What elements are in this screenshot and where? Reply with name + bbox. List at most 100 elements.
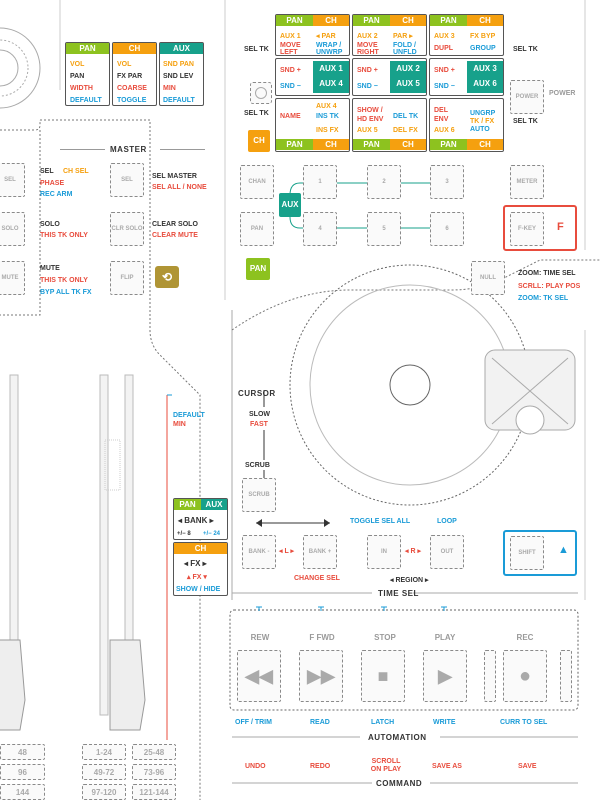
ffwd-label: F FWD: [309, 633, 335, 642]
bank-minus-button[interactable]: BANK -: [242, 535, 276, 569]
write-label: WRITE: [433, 719, 456, 726]
bank-49-72[interactable]: 49-72: [82, 764, 126, 780]
legend-aux: AUX SND PAN SND LEV MIN DEFAULT: [159, 42, 204, 106]
bank-121-144[interactable]: 121-144: [132, 784, 176, 800]
sel-label: SEL: [40, 168, 54, 175]
rec-arm-label: REC ARM: [40, 191, 73, 198]
transport-slot-left: [484, 650, 496, 702]
time-sel-title: TIME SEL: [378, 589, 419, 598]
legend-pan-default: DEFAULT: [70, 97, 102, 104]
shift-button[interactable]: SHIFT: [510, 536, 544, 570]
out-button[interactable]: OUT: [430, 535, 464, 569]
scroll-play-pos-label: SCRLL: PLAY POS: [518, 283, 581, 290]
fast-forward-icon: ▶▶: [307, 665, 335, 686]
sel-all-none-label: SEL ALL / NONE: [152, 184, 207, 191]
save-as-label: SAVE AS: [432, 763, 462, 770]
legend-ch-header: CH: [113, 43, 156, 54]
grid-cell-2-3: SND + SND − AUX 3 AUX 6: [429, 58, 504, 96]
legend-ch-toggle: TOGGLE: [117, 97, 147, 104]
bank-25-48[interactable]: 25-48: [132, 744, 176, 760]
channel-button-6[interactable]: 6: [430, 212, 464, 246]
ch-button-tag: CH: [248, 130, 270, 152]
clr-solo-button[interactable]: CLR SOLO: [110, 212, 144, 246]
sel-button[interactable]: SEL: [110, 163, 144, 197]
fkey-button[interactable]: F-KEY: [510, 212, 544, 246]
legend-ch-coarse: COARSE: [117, 85, 147, 92]
legend-ch-vol: VOL: [117, 61, 132, 68]
channel-button-1[interactable]: 1: [303, 165, 337, 199]
bank-144[interactable]: 144: [0, 784, 45, 800]
solo-label: SOLO: [40, 221, 60, 228]
scrub-label: SCRUB: [245, 462, 270, 469]
toggle-sel-all-label: TOGGLE SEL ALL: [350, 518, 411, 525]
legend-aux-default: DEFAULT: [163, 97, 195, 104]
grid-cell-3-3: DEL UNGRP ENV TK / FX AUX 6 AUTO PAN CH: [429, 98, 504, 152]
pan-button[interactable]: PAN: [240, 212, 274, 246]
curr-to-sel-label: CURR TO SEL: [500, 719, 548, 726]
play-button[interactable]: ▶: [423, 650, 467, 702]
rec-button[interactable]: ●: [503, 650, 547, 702]
channel-button-5[interactable]: 5: [367, 212, 401, 246]
flip-button[interactable]: FLIP: [110, 261, 144, 295]
bank-plus-button[interactable]: BANK +: [303, 535, 337, 569]
meter-button[interactable]: METER: [510, 165, 544, 199]
solo-button-left[interactable]: SOLO: [0, 212, 25, 246]
null-button[interactable]: NULL: [471, 261, 505, 295]
master-title: MASTER: [110, 145, 147, 154]
bank-97-120[interactable]: 97-120: [82, 784, 126, 800]
l-label: ◂ L ▸: [279, 548, 295, 555]
legend-pan-pan: PAN: [70, 73, 85, 80]
mute-label: MUTE: [40, 265, 60, 272]
command-title: COMMAND: [376, 779, 423, 788]
channel-button-4[interactable]: 4: [303, 212, 337, 246]
grid-cell-1-3: PAN CH AUX 3 FX BYP DUPL GROUP: [429, 14, 504, 56]
grid-cell-3-1: AUX 4 INS TK NAME INS FX PAN CH: [275, 98, 350, 152]
ffwd-button[interactable]: ▶▶: [299, 650, 343, 702]
chan-button[interactable]: CHAN: [240, 165, 274, 199]
bank-96[interactable]: 96: [0, 764, 45, 780]
stop-button[interactable]: ■: [361, 650, 405, 702]
legend-ch-fxpar: FX PAR: [117, 73, 143, 80]
record-icon: ●: [518, 664, 532, 687]
sel-button-left[interactable]: SEL: [0, 163, 25, 197]
scrub-button[interactable]: SCRUB: [242, 478, 276, 512]
transport-slot-right: [560, 650, 572, 702]
fkey-frame: [503, 205, 577, 251]
rec-label: REC: [516, 633, 534, 642]
sel-master-label: SEL MASTER: [152, 173, 197, 180]
grid-cell-1-1: PAN CH AUX 1 ◂ PAR MOVE WRAP / LEFT UNWR…: [275, 14, 350, 56]
mute-button-left[interactable]: MUTE: [0, 261, 25, 295]
default-label: DEFAULT: [173, 412, 205, 419]
cursor-title: CURSOR: [238, 389, 276, 398]
legend-aux-header: AUX: [160, 43, 203, 54]
read-label: READ: [310, 719, 330, 726]
shift-frame: [503, 530, 577, 576]
bank-48[interactable]: 48: [0, 744, 45, 760]
sel-tk-label-left: SEL TK: [244, 46, 269, 53]
grid-cell-1-2: PAN CH AUX 2 PAR ▸ MOVE FOLD / RIGHT UNF…: [352, 14, 427, 56]
rewind-icon: ◀◀: [245, 665, 273, 686]
power-button[interactable]: POWER: [510, 80, 544, 114]
aux-tag: AUX: [279, 193, 301, 217]
legend-pan-width: WIDTH: [70, 85, 93, 92]
legend-aux-min: MIN: [163, 85, 176, 92]
phase-label: PHASE: [40, 180, 65, 187]
region-label: ◂ REGION ▸: [390, 577, 429, 584]
pan-tag: PAN: [246, 258, 270, 280]
channel-button-2[interactable]: 2: [367, 165, 401, 199]
latch-label: LATCH: [371, 719, 395, 726]
small-round-button[interactable]: [250, 82, 272, 104]
legend-pan-header: PAN: [66, 43, 109, 54]
play-icon: ▶: [438, 665, 452, 686]
play-label: PLAY: [434, 633, 456, 642]
bank-73-96[interactable]: 73-96: [132, 764, 176, 780]
power-label: POWER: [549, 90, 576, 97]
channel-button-3[interactable]: 3: [430, 165, 464, 199]
scroll-on-play-label: SCROLL ON PLAY: [370, 758, 402, 773]
rew-button[interactable]: ◀◀: [237, 650, 281, 702]
flip-swap-icon: ⟲: [155, 266, 179, 288]
shift-up-arrow-icon: ▲: [558, 544, 569, 556]
in-button[interactable]: IN: [367, 535, 401, 569]
bank-1-24[interactable]: 1-24: [82, 744, 126, 760]
